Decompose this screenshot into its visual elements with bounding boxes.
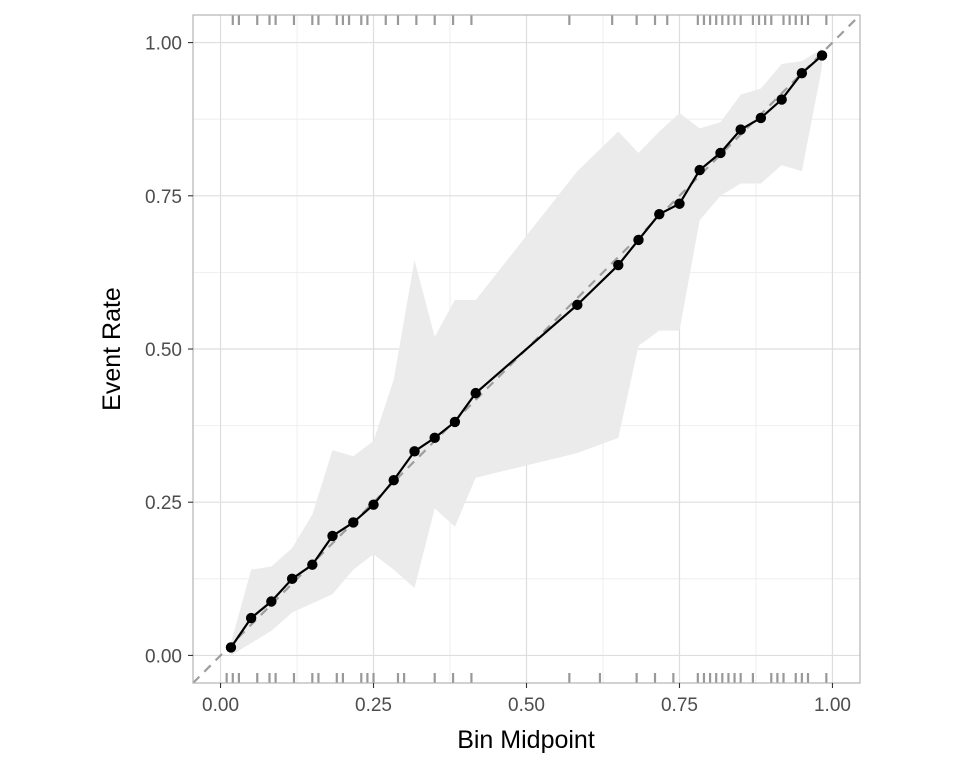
data-point xyxy=(286,573,298,585)
data-point xyxy=(776,94,787,105)
x-tick-label: 0.75 xyxy=(661,695,698,716)
data-point xyxy=(368,499,379,510)
x-axis-title: Bin Midpoint xyxy=(457,726,595,754)
data-point xyxy=(388,474,399,486)
y-tick-label: 0.00 xyxy=(145,646,182,667)
data-point xyxy=(715,147,726,159)
y-axis-ticks: 0.00 0.25 0.50 0.75 1.00 xyxy=(145,34,193,667)
data-point xyxy=(449,416,461,428)
y-tick-label: 1.00 xyxy=(145,34,182,55)
data-point xyxy=(470,387,481,399)
y-tick-label: 0.50 xyxy=(145,340,182,361)
data-point xyxy=(613,259,624,271)
x-tick-label: 0.50 xyxy=(508,695,545,716)
data-point xyxy=(674,198,685,209)
data-point xyxy=(694,164,705,176)
data-point xyxy=(409,446,420,457)
x-axis-ticks: 0.00 0.25 0.50 0.75 1.00 xyxy=(202,683,851,716)
data-point xyxy=(816,50,828,61)
data-point xyxy=(307,559,318,570)
data-point xyxy=(633,234,644,246)
y-tick-label: 0.75 xyxy=(145,187,182,208)
confidence-band-layer xyxy=(230,48,823,656)
data-point xyxy=(429,432,440,444)
data-point xyxy=(796,68,808,79)
data-point xyxy=(348,517,359,528)
x-tick-label: 0.00 xyxy=(202,695,239,716)
data-point xyxy=(245,612,257,624)
data-point xyxy=(266,596,277,607)
data-point xyxy=(225,642,237,653)
data-point xyxy=(654,208,665,220)
data-point xyxy=(755,112,767,124)
series-points-layer xyxy=(225,50,828,653)
data-point xyxy=(327,530,338,542)
y-tick-label: 0.25 xyxy=(145,493,182,514)
x-tick-label: 0.25 xyxy=(355,695,392,716)
confidence-band xyxy=(230,48,823,656)
rug-layer xyxy=(225,15,828,683)
x-tick-label: 1.00 xyxy=(814,695,851,716)
data-point xyxy=(572,299,583,311)
y-axis-title: Event Rate xyxy=(98,287,126,411)
data-point xyxy=(735,124,746,135)
